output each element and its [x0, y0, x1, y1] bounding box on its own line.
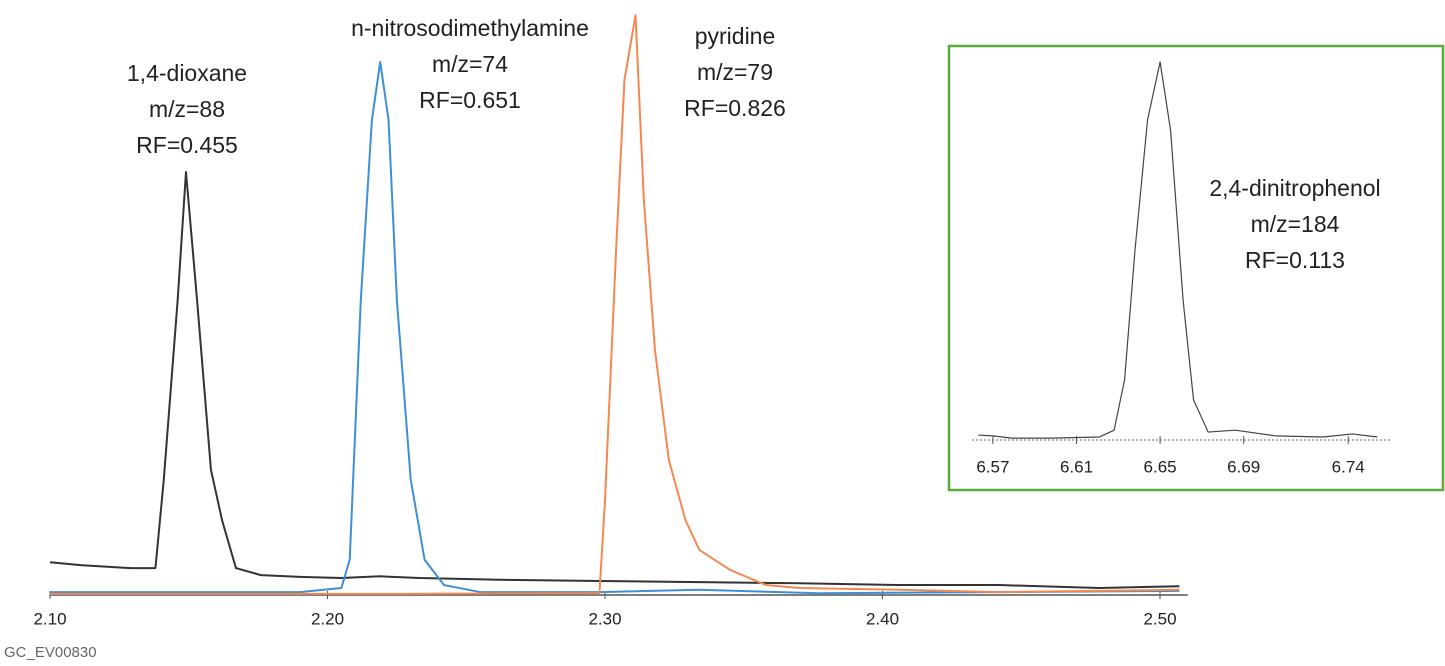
- x-tick-label: 2.20: [311, 609, 344, 628]
- x-tick-label: 2.50: [1143, 609, 1176, 628]
- peak-label: 2,4-dinitrophenol: [1209, 175, 1380, 201]
- x-tick-label: 6.61: [1060, 457, 1093, 476]
- series-line: [50, 61, 1180, 595]
- peak-label: RF=0.651: [419, 87, 521, 113]
- footer: GC_EV00830: [4, 644, 97, 661]
- x-tick-label: 6.57: [976, 457, 1009, 476]
- x-tick-label: 6.65: [1144, 457, 1177, 476]
- x-tick-label: 6.74: [1332, 457, 1365, 476]
- peak-label: m/z=79: [697, 59, 773, 85]
- peak-label: n-nitrosodimethylamine: [351, 15, 589, 41]
- series-line: [49, 171, 1180, 589]
- peak-label: RF=0.113: [1245, 247, 1345, 273]
- peak-label: pyridine: [695, 23, 776, 49]
- x-tick-label: 2.10: [33, 609, 66, 628]
- peak-label: RF=0.826: [684, 95, 786, 121]
- peak-label: m/z=184: [1251, 211, 1340, 237]
- x-tick-label: 2.40: [866, 609, 899, 628]
- series-line: [978, 61, 1378, 439]
- x-tick-label: 6.69: [1227, 457, 1260, 476]
- inset-frame: [947, 44, 1445, 492]
- peak-label: m/z=74: [432, 51, 508, 77]
- x-tick-label: 2.30: [588, 609, 621, 628]
- series-line: [50, 14, 1180, 595]
- peak-label: 1,4-dioxane: [127, 60, 247, 86]
- peak-label: m/z=88: [149, 96, 225, 122]
- peak-label: RF=0.455: [136, 132, 238, 158]
